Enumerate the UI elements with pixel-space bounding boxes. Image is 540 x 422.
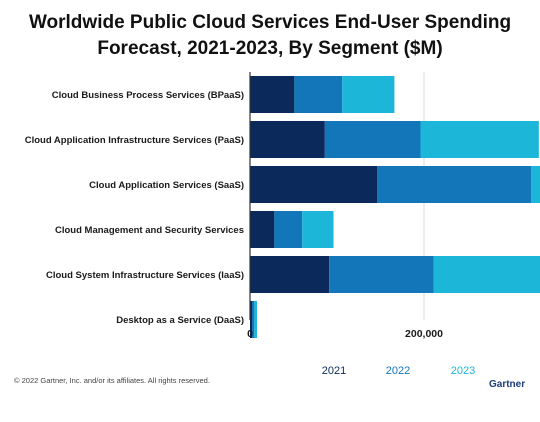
bar-2021-4 — [250, 256, 330, 293]
bar-2021-1 — [250, 121, 325, 158]
gartner-logo: Gartner — [489, 379, 526, 390]
category-label-5: Desktop as a Service (DaaS) — [116, 315, 244, 326]
chart-title: Worldwide Public Cloud Services End-User… — [0, 10, 540, 62]
bar-2023-4 — [433, 256, 540, 293]
x-tick-label-1: 200,000 — [405, 328, 443, 340]
bar-2023-1 — [420, 121, 539, 158]
bar-2023-5 — [254, 301, 258, 338]
bar-2022-3 — [274, 211, 303, 248]
chart-title-line-2: Forecast, 2021-2023, By Segment ($M) — [97, 38, 443, 59]
category-label-4: Cloud System Infrastructure Services (Ia… — [46, 270, 244, 281]
category-label-3: Cloud Management and Security Services — [55, 225, 244, 236]
bar-2021-2 — [250, 166, 378, 203]
bar-2023-2 — [531, 166, 540, 203]
category-label-2: Cloud Application Services (SaaS) — [89, 180, 244, 191]
bar-2023-3 — [302, 211, 334, 248]
bar-2021-0 — [250, 76, 295, 113]
x-tick-label-0: 0 — [247, 328, 253, 340]
category-label-1: Cloud Application Infrastructure Service… — [25, 135, 244, 146]
category-label-0: Cloud Business Process Services (BPaaS) — [52, 90, 244, 101]
bar-2022-0 — [294, 76, 343, 113]
legend-item-2021: 2021 — [322, 365, 346, 377]
bar-2022-5 — [252, 301, 255, 338]
legend-item-2023: 2023 — [451, 365, 475, 377]
bar-2021-3 — [250, 211, 275, 248]
legend-item-2022: 2022 — [386, 365, 410, 377]
copyright-notice: © 2022 Gartner, Inc. and/or its affiliat… — [14, 376, 210, 385]
bar-2022-2 — [377, 166, 532, 203]
bar-2022-1 — [324, 121, 421, 158]
bar-2022-4 — [329, 256, 434, 293]
bar-2023-0 — [342, 76, 395, 113]
bar-2021-5 — [250, 301, 253, 338]
chart-title-line-1: Worldwide Public Cloud Services End-User… — [28, 12, 512, 33]
